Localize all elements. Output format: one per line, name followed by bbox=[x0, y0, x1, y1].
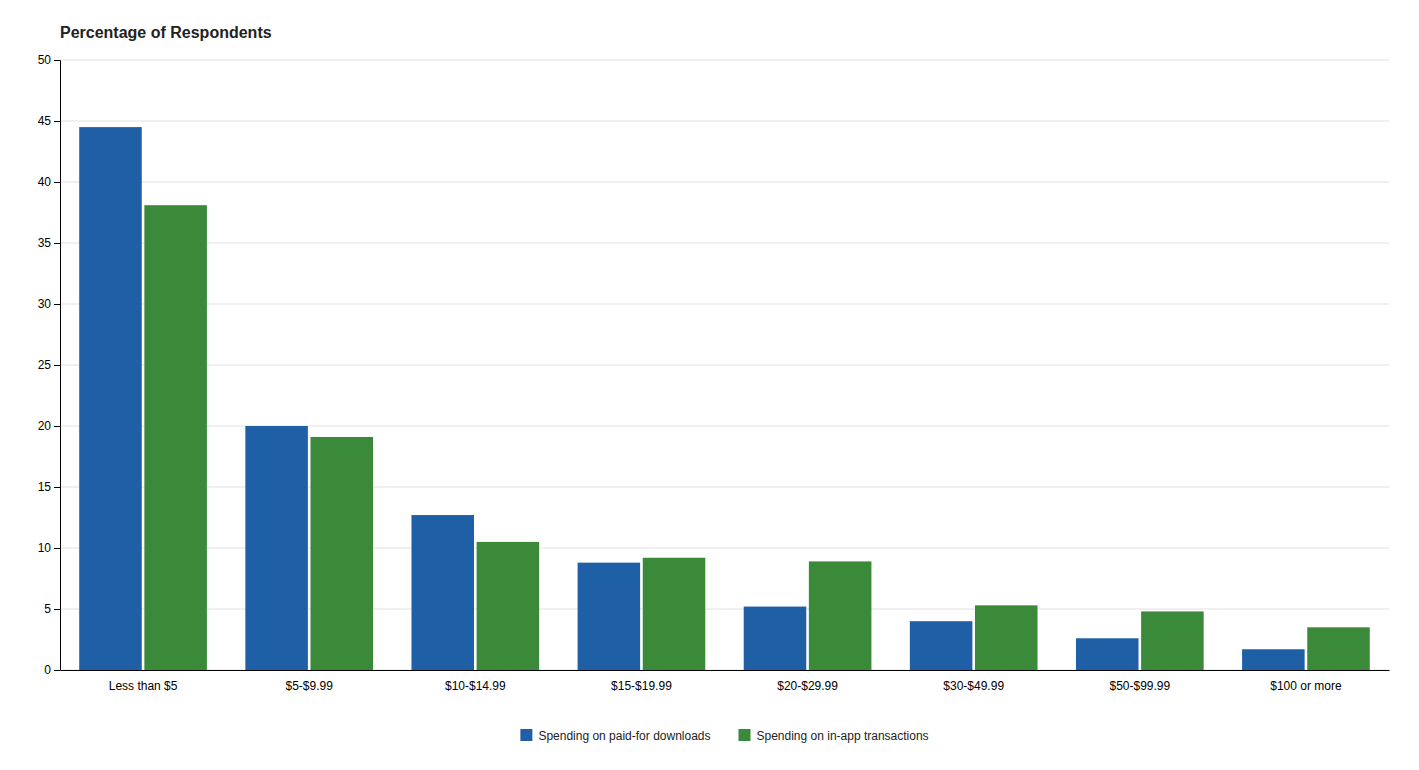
plot: 0 5 10 15 20 25 30 35 40 45 50 Less than $5 $5-$9.99… bbox=[38, 53, 1390, 692]
bar-series bbox=[79, 127, 1304, 670]
x-tick: Less than $5 bbox=[109, 679, 178, 693]
legend-swatch bbox=[520, 729, 532, 741]
legend-label: Spending on in-app transactions bbox=[757, 729, 929, 743]
legend: Spending on paid-for downloads Spending o… bbox=[520, 729, 928, 743]
y-axis: 0 5 10 15 20 25 30 35 40 45 50 bbox=[38, 53, 61, 677]
bars bbox=[79, 127, 1370, 670]
bar bbox=[643, 558, 706, 670]
x-tick: $100 or more bbox=[1270, 679, 1342, 693]
y-tick-label: 0 bbox=[44, 663, 51, 677]
y-tick: 40 bbox=[38, 175, 60, 189]
legend-label: Spending on paid-for downloads bbox=[538, 729, 710, 743]
bar bbox=[578, 563, 641, 670]
y-tick: 25 bbox=[38, 358, 60, 372]
bar bbox=[910, 621, 973, 670]
bar bbox=[411, 515, 474, 670]
x-tick-label: $100 or more bbox=[1270, 679, 1342, 693]
y-tick-mark bbox=[54, 365, 60, 366]
y-tick: 30 bbox=[38, 297, 60, 311]
y-tick-label: 35 bbox=[38, 236, 52, 250]
grid-line bbox=[60, 60, 1389, 61]
x-tick-label: $10-$14.99 bbox=[445, 679, 506, 693]
bar bbox=[975, 605, 1038, 670]
y-tick-mark bbox=[54, 487, 60, 488]
y-tick: 15 bbox=[38, 480, 60, 494]
y-tick-mark bbox=[54, 426, 60, 427]
y-tick: 50 bbox=[38, 53, 60, 67]
x-axis: Less than $5 $5-$9.99 $10-$14.99 $15-$19.99… bbox=[61, 671, 1390, 693]
y-tick-label: 25 bbox=[38, 358, 52, 372]
y-tick-mark bbox=[54, 243, 60, 244]
grid-line bbox=[60, 304, 1389, 305]
y-tick-mark bbox=[54, 548, 60, 549]
x-tick-label: $5-$9.99 bbox=[286, 679, 334, 693]
y-tick-label: 10 bbox=[38, 541, 52, 555]
y-tick-label: 15 bbox=[38, 480, 52, 494]
x-axis-line bbox=[61, 670, 1390, 671]
x-tick-label: Less than $5 bbox=[109, 679, 178, 693]
y-tick: 0 bbox=[44, 663, 60, 677]
x-tick-label: $50-$99.99 bbox=[1109, 679, 1170, 693]
y-tick-label: 20 bbox=[38, 419, 52, 433]
grid-line bbox=[60, 243, 1389, 244]
y-tick-label: 50 bbox=[38, 53, 52, 67]
bar bbox=[744, 607, 807, 670]
y-tick: 35 bbox=[38, 236, 60, 250]
bar bbox=[1242, 649, 1305, 670]
y-tick: 5 bbox=[44, 602, 60, 616]
x-tick: $10-$14.99 bbox=[445, 679, 506, 693]
bar bbox=[1307, 627, 1370, 670]
y-tick-mark bbox=[54, 304, 60, 305]
y-tick-label: 30 bbox=[38, 297, 52, 311]
y-tick-label: 5 bbox=[44, 602, 51, 616]
grid-line bbox=[60, 365, 1389, 366]
grid-line bbox=[60, 182, 1389, 183]
grid bbox=[60, 60, 1389, 670]
y-tick-label: 40 bbox=[38, 175, 52, 189]
y-tick-mark bbox=[54, 182, 60, 183]
y-tick-mark bbox=[54, 609, 60, 610]
chart-title: Percentage of Respondents bbox=[60, 24, 272, 41]
y-tick: 45 bbox=[38, 114, 60, 128]
x-tick: $50-$99.99 bbox=[1109, 679, 1170, 693]
bar bbox=[809, 561, 872, 670]
legend-item: Spending on paid-for downloads bbox=[520, 729, 710, 743]
y-tick-mark bbox=[54, 670, 60, 671]
bar bbox=[477, 542, 540, 670]
y-tick: 10 bbox=[38, 541, 60, 555]
grid-line bbox=[60, 121, 1389, 122]
x-tick-label: $20-$29.99 bbox=[777, 679, 838, 693]
chart-svg: 0 5 10 15 20 25 30 35 40 45 50 Less than $5 $5-$9.99… bbox=[0, 0, 1419, 770]
bar bbox=[310, 437, 373, 670]
bar bbox=[79, 127, 142, 670]
bar bbox=[1076, 638, 1139, 670]
bar bbox=[144, 205, 207, 670]
legend-item: Spending on in-app transactions bbox=[739, 729, 929, 743]
y-tick: 20 bbox=[38, 419, 60, 433]
bar bbox=[245, 426, 308, 670]
x-tick: $30-$49.99 bbox=[943, 679, 1004, 693]
bar-series bbox=[144, 205, 1369, 670]
y-axis-line bbox=[54, 61, 61, 671]
chart-container: 0 5 10 15 20 25 30 35 40 45 50 Less than $5 $5-$9.99… bbox=[0, 0, 1419, 770]
x-tick: $20-$29.99 bbox=[777, 679, 838, 693]
x-tick: $15-$19.99 bbox=[611, 679, 672, 693]
y-tick-mark bbox=[54, 121, 60, 122]
x-tick: $5-$9.99 bbox=[286, 679, 334, 693]
bar bbox=[1141, 611, 1204, 670]
y-tick-mark bbox=[54, 60, 60, 61]
x-tick-label: $30-$49.99 bbox=[943, 679, 1004, 693]
y-tick-label: 45 bbox=[38, 114, 52, 128]
legend-swatch bbox=[739, 729, 751, 741]
x-tick-label: $15-$19.99 bbox=[611, 679, 672, 693]
